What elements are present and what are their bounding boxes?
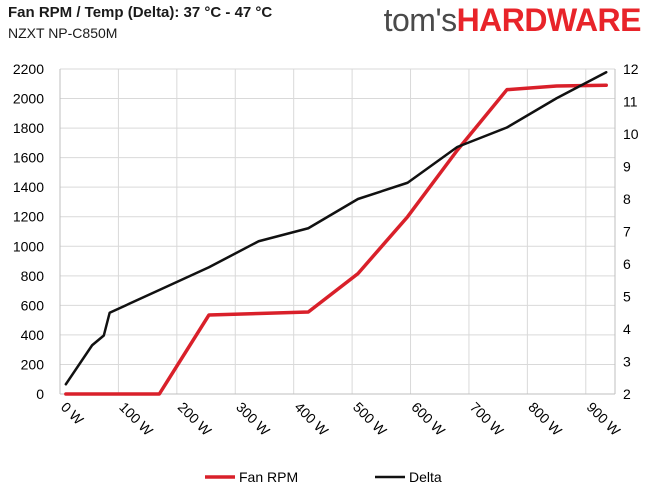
grid-lines [59,68,615,395]
series-lines [64,71,608,396]
y-left-tick-label: 1800 [13,120,44,136]
y-left-tick-label: 1400 [13,179,44,195]
y-right-tick-label: 4 [623,321,631,337]
chart-title: Fan RPM / Temp (Delta): 37 °C - 47 °C [8,4,273,21]
y-left-tick-label: 1600 [13,150,44,166]
y-axis-left: 0 200 400 600 800 1000 1200 1400 1600 1800 2000 220… [13,61,44,402]
x-tick-label: 300 W [233,399,273,439]
y-left-tick-label: 2000 [13,91,44,107]
legend: Fan RPM Delta [205,469,442,485]
y-right-tick-label: 10 [623,126,639,142]
y-right-tick-label: 11 [623,94,638,110]
y-right-tick-label: 6 [623,256,631,272]
x-tick-label: 100 W [116,399,156,439]
x-tick-label: 600 W [408,399,448,439]
y-left-tick-label: 800 [21,268,45,284]
y-left-tick-label: 600 [21,297,45,313]
series-line-delta [64,71,608,386]
y-left-tick-label: 400 [21,327,45,343]
y-right-tick-label: 9 [623,159,631,175]
legend-label-fan-rpm: Fan RPM [239,469,298,485]
brand-logo: tom'sHARDWARE [383,2,642,39]
y-left-tick-label: 1200 [13,209,44,225]
y-right-tick-label: 3 [623,354,631,370]
y-left-tick-label: 0 [36,386,44,402]
x-tick-label: 0 W [58,399,87,428]
axes [59,69,616,395]
legend-label-delta: Delta [409,469,442,485]
x-tick-label: 900 W [584,399,624,439]
x-axis: 0 W 100 W 200 W 300 W 400 W 500 W 600 W 700 W 80… [58,399,624,439]
y-right-tick-label: 5 [623,289,631,305]
y-right-tick-label: 8 [623,191,631,207]
chart-subtitle: NZXT NP-C850M [8,25,118,41]
y-right-tick-label: 2 [623,386,631,402]
y-right-tick-label: 7 [623,224,631,240]
y-left-tick-label: 2200 [13,61,44,77]
y-axis-right: 2 3 4 5 6 7 8 9 10 11 12 [623,61,639,402]
logo-text-part1: tom's [383,2,457,38]
logo-text-part2: HARDWARE [456,2,642,38]
y-left-tick-label: 200 [21,356,45,372]
x-tick-label: 400 W [292,399,332,439]
y-right-tick-label: 12 [623,61,639,77]
x-tick-label: 700 W [467,399,507,439]
x-tick-label: 800 W [525,399,565,439]
series-line-fan-rpm [64,83,608,396]
x-tick-label: 500 W [350,399,390,439]
x-tick-label: 200 W [175,399,215,439]
y-left-tick-label: 1000 [13,238,44,254]
